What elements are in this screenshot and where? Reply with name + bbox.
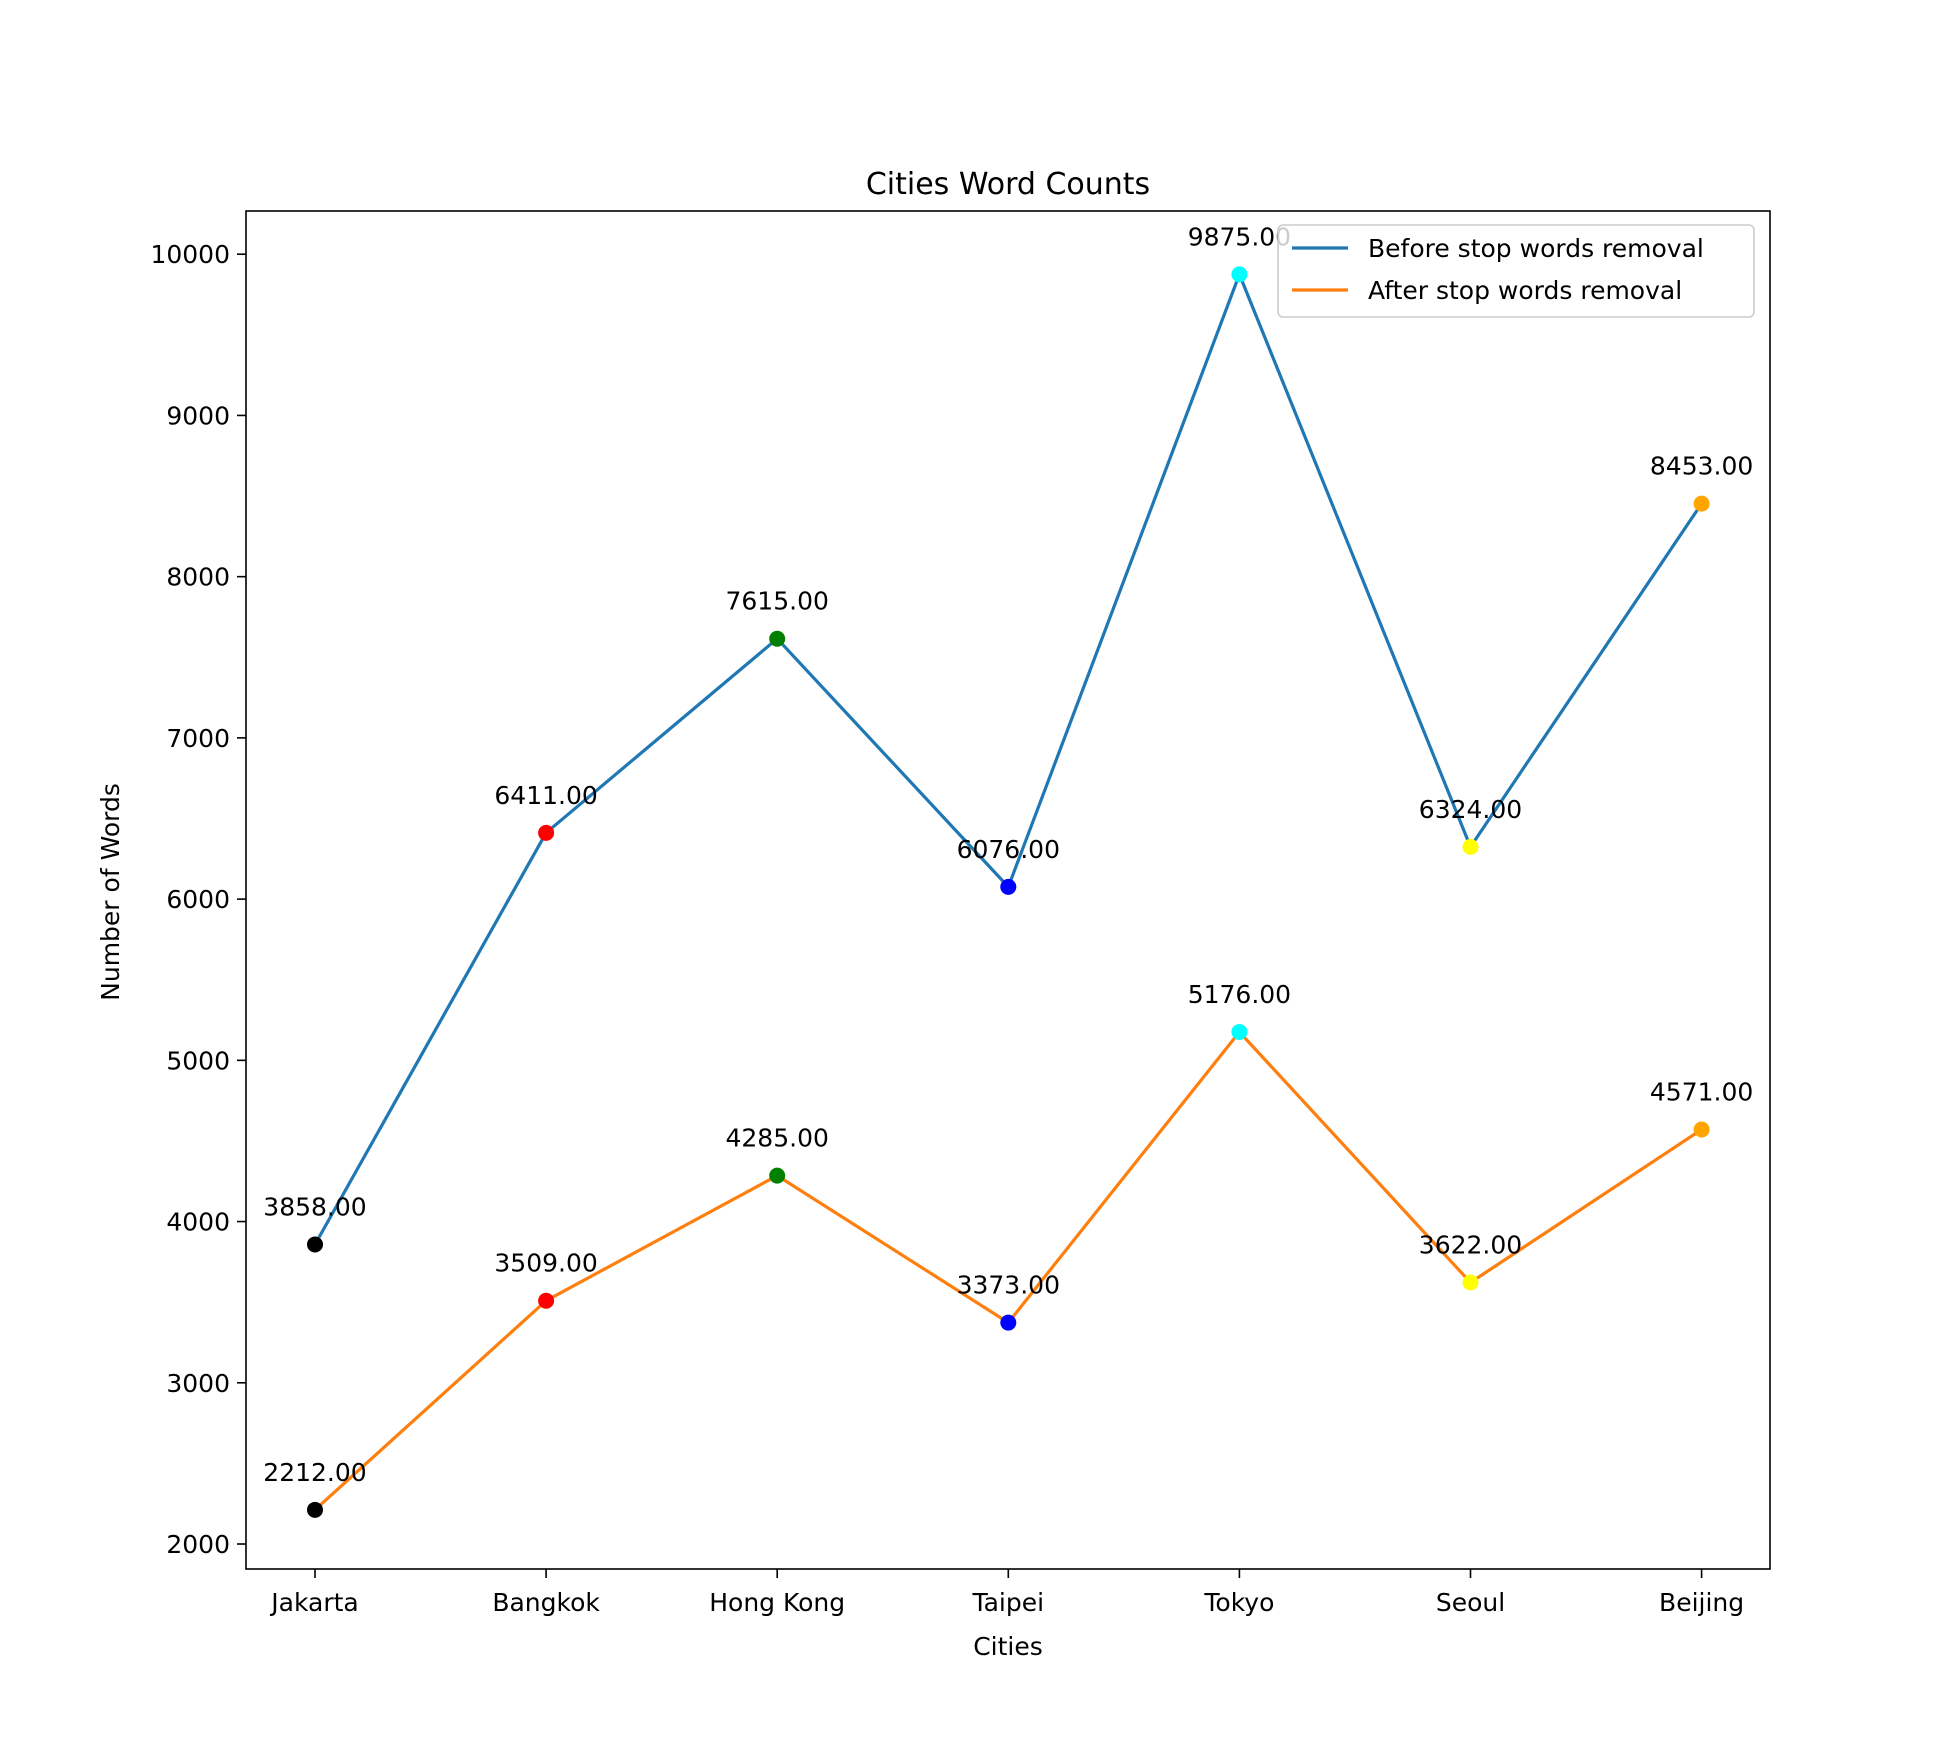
x-tick-label: Bangkok bbox=[492, 1588, 600, 1617]
data-label: 6076.00 bbox=[957, 835, 1060, 864]
legend-label: Before stop words removal bbox=[1368, 234, 1704, 263]
y-tick-label: 5000 bbox=[166, 1046, 230, 1075]
data-point-after bbox=[1462, 1274, 1479, 1291]
y-tick-label: 8000 bbox=[166, 563, 230, 592]
x-axis-ticks: Jakarta Bangkok Hong Kong Taipei Tokyo Seoul B… bbox=[269, 1569, 1744, 1617]
data-label: 4285.00 bbox=[726, 1124, 829, 1153]
data-label: 2212.00 bbox=[263, 1458, 366, 1487]
data-label: 6411.00 bbox=[494, 781, 597, 810]
data-label: 7615.00 bbox=[726, 587, 829, 616]
x-tick-label: Taipei bbox=[971, 1588, 1044, 1617]
data-point-after bbox=[538, 1292, 555, 1309]
plot-frame bbox=[245, 210, 1771, 1570]
data-label: 3622.00 bbox=[1419, 1231, 1522, 1260]
y-axis-label: Number of Words bbox=[96, 783, 125, 1001]
data-label: 4571.00 bbox=[1650, 1078, 1753, 1107]
legend: Before stop words removal After stop word… bbox=[1277, 224, 1755, 318]
legend-label: After stop words removal bbox=[1368, 276, 1682, 305]
y-tick-label: 10000 bbox=[150, 240, 230, 269]
data-point-after bbox=[1231, 1023, 1248, 1040]
x-tick-label: Seoul bbox=[1436, 1588, 1505, 1617]
x-tick-label: Tokyo bbox=[1203, 1588, 1274, 1617]
data-point-after bbox=[307, 1501, 323, 1518]
data-label: 5176.00 bbox=[1188, 980, 1291, 1009]
data-point-before bbox=[1000, 878, 1017, 895]
data-label: 3509.00 bbox=[494, 1249, 597, 1278]
y-axis-ticks: 2000 3000 4000 5000 6000 7000 8000 9000 10000 bbox=[150, 240, 246, 1559]
data-label: 6324.00 bbox=[1419, 795, 1522, 824]
data-point-before bbox=[1462, 838, 1479, 855]
y-tick-label: 7000 bbox=[166, 724, 230, 753]
x-tick-label: Hong Kong bbox=[709, 1588, 845, 1617]
x-tick-label: Jakarta bbox=[269, 1588, 358, 1617]
chart-title: Cities Word Counts bbox=[866, 167, 1150, 202]
data-point-before bbox=[538, 824, 555, 841]
y-tick-label: 4000 bbox=[166, 1208, 230, 1237]
data-label: 3858.00 bbox=[263, 1192, 366, 1221]
y-tick-label: 6000 bbox=[166, 885, 230, 914]
y-tick-label: 9000 bbox=[166, 401, 230, 430]
y-tick-label: 2000 bbox=[166, 1530, 230, 1559]
data-point-before bbox=[769, 630, 786, 647]
data-point-before bbox=[1231, 266, 1248, 283]
data-labels: 3858.00 6411.00 7615.00 6076.00 9875.00 6324.… bbox=[263, 222, 1753, 1486]
data-point-after bbox=[1693, 1121, 1710, 1138]
data-point-after bbox=[1000, 1314, 1017, 1331]
data-label: 3373.00 bbox=[957, 1271, 1060, 1300]
y-tick-label: 3000 bbox=[166, 1369, 230, 1398]
series-points bbox=[307, 266, 1710, 1518]
data-point-before bbox=[1693, 495, 1710, 512]
legend-box bbox=[1277, 224, 1755, 318]
data-label: 9875.00 bbox=[1188, 222, 1291, 251]
data-label: 8453.00 bbox=[1650, 452, 1753, 481]
x-tick-label: Beijing bbox=[1659, 1588, 1744, 1617]
x-axis-label: Cities bbox=[973, 1632, 1043, 1661]
data-point-after bbox=[769, 1167, 786, 1184]
data-point-before bbox=[307, 1236, 323, 1253]
